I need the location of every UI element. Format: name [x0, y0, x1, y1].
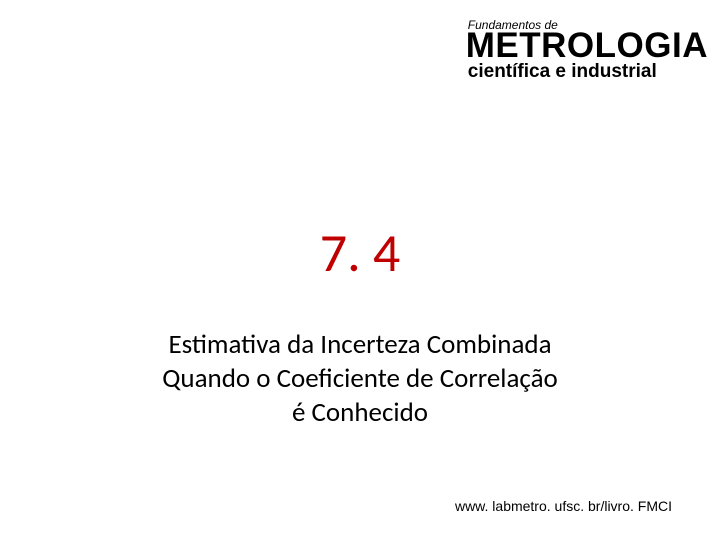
header-title: METROLOGIA — [466, 28, 708, 63]
footer-url: www. labmetro. ufsc. br/livro. FMCI — [455, 498, 672, 514]
header-block: Fundamentos de METROLOGIA científica e i… — [466, 18, 708, 83]
subtitle-line-2: Quando o Coeficiente de Correlação — [0, 362, 720, 396]
slide-subtitle: Estimativa da Incerteza Combinada Quando… — [0, 328, 720, 429]
subtitle-line-1: Estimativa da Incerteza Combinada — [0, 328, 720, 362]
subtitle-line-3: é Conhecido — [0, 396, 720, 430]
section-number: 7. 4 — [0, 220, 720, 286]
